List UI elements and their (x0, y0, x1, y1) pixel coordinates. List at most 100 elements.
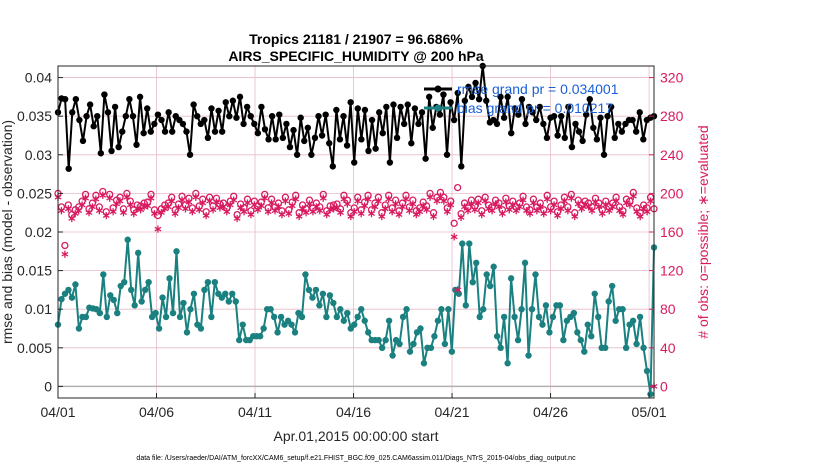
obs-evaluated-point (68, 214, 76, 223)
obs-evaluated-point (137, 206, 145, 214)
y-right-tick-label-4: 160 (660, 224, 684, 240)
bias-point (410, 340, 417, 348)
obs-evaluated-point (440, 197, 448, 205)
rmse-point (361, 106, 369, 114)
bias-point (532, 271, 539, 278)
rmse-series (54, 62, 658, 172)
rmse-point (286, 143, 294, 151)
obs-evaluated-point (591, 198, 599, 206)
obs-evaluated-point (371, 203, 379, 211)
rmse-point (397, 103, 404, 111)
obs-evaluated-point (82, 194, 90, 202)
obs-evaluated-point (316, 207, 324, 215)
bias-point (518, 306, 525, 313)
obs-evaluated-point (116, 197, 124, 205)
obs-evaluated-point (195, 206, 203, 214)
obs-evaluated-point (419, 202, 427, 210)
obs-evaluated-point (223, 208, 231, 216)
rmse-point (425, 93, 433, 101)
rmse-point (447, 99, 454, 106)
bias-point (222, 290, 229, 297)
obs-evaluated-point (626, 201, 634, 209)
obs-evaluated-point (471, 206, 479, 214)
obs-evaluated-point (323, 211, 331, 219)
obs-evaluated-point (268, 199, 276, 207)
bias-point (602, 344, 609, 352)
bias-point (288, 321, 295, 328)
rmse-point (229, 97, 237, 104)
rmse-point (311, 134, 319, 142)
rmse-point (308, 151, 315, 158)
obs-evaluated-point (309, 208, 317, 216)
bias-point (351, 321, 358, 328)
bias-point (277, 313, 285, 321)
obs-evaluated-point (168, 197, 176, 205)
obs-evaluated-point (89, 203, 96, 211)
obs-evaluated-point (467, 200, 475, 208)
bias-point (612, 317, 619, 324)
obs-evaluated-point (244, 199, 251, 207)
bias-point (75, 325, 83, 332)
bias-point (155, 325, 163, 332)
rmse-point (393, 134, 401, 142)
rmse-point (358, 136, 365, 143)
bias-point (127, 286, 135, 294)
bias-point (337, 306, 344, 313)
bias-point (103, 313, 110, 321)
bias-point (378, 344, 386, 352)
legend-bias-marker (434, 104, 442, 112)
obs-evaluated-point (337, 209, 344, 217)
obs-evaluated-point (436, 192, 444, 200)
obs-evaluated-point (237, 204, 245, 212)
rmse-point (165, 109, 172, 116)
rmse-point (575, 128, 583, 135)
obs-evaluated-point (126, 201, 134, 209)
bias-point (326, 292, 334, 299)
bias-point (417, 325, 424, 332)
obs-evaluated-point (454, 286, 462, 294)
bias-point (114, 309, 121, 317)
rmse-point (86, 101, 94, 108)
bias-point (514, 336, 522, 344)
rmse-point (604, 112, 611, 120)
obs-evaluated-point (585, 203, 592, 211)
rmse-point (536, 103, 543, 111)
bias-series (54, 236, 658, 398)
bias-point (462, 302, 469, 309)
obs-evaluated-point (571, 212, 579, 221)
bias-point (298, 313, 306, 321)
bias-point (542, 302, 550, 309)
bias-point (131, 302, 138, 309)
bias-point (107, 292, 114, 299)
obs-evaluated-point (120, 209, 127, 217)
bias-point (173, 248, 180, 255)
obs-evaluated-point (206, 197, 214, 205)
bias-point (591, 290, 598, 297)
obs-evaluated-point (299, 205, 307, 213)
bias-line (57, 238, 655, 396)
rmse-point (329, 163, 337, 170)
x-ticks: 04/01 04/06 04/11 04/16 04/21 04/26 05/01 (40, 393, 667, 420)
obs-evaluated-point (199, 199, 207, 207)
rmse-point (372, 145, 379, 152)
rmse-point (525, 103, 533, 111)
rmse-point (218, 128, 226, 135)
obs-evaluated-point (374, 197, 382, 205)
bias-point (420, 360, 428, 367)
rmse-point (97, 150, 105, 157)
bias-point (267, 306, 274, 313)
obs-evaluated-point (271, 207, 279, 215)
x-tick-label-5: 04/26 (533, 404, 568, 420)
bias-point (211, 278, 219, 286)
obs-evaluated-point (233, 214, 241, 223)
bias-point (574, 329, 581, 336)
obs-evaluated-point (130, 210, 138, 218)
obs-evaluated-point (574, 200, 582, 208)
bias-point (96, 309, 104, 317)
rmse-point (558, 112, 565, 120)
bias-point (473, 259, 480, 267)
bias-point (152, 309, 159, 317)
rmse-point (408, 140, 415, 147)
y-left-ticks: 0 0.005 0.01 0.015 0.02 0.025 0.03 0.035 0.04 (17, 70, 63, 394)
obs-evaluated-point (533, 207, 541, 215)
